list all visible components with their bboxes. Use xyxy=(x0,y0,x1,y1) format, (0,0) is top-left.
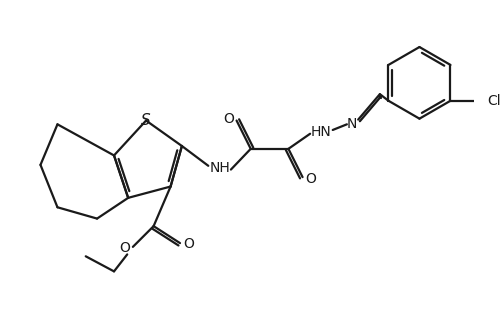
Text: Cl: Cl xyxy=(487,94,500,108)
Text: O: O xyxy=(224,112,234,126)
Text: S: S xyxy=(142,113,151,128)
Text: O: O xyxy=(306,172,316,186)
Text: O: O xyxy=(183,237,194,251)
Text: N: N xyxy=(346,117,357,131)
Text: HN: HN xyxy=(311,125,332,139)
Text: NH: NH xyxy=(209,161,230,175)
Text: O: O xyxy=(119,241,130,255)
